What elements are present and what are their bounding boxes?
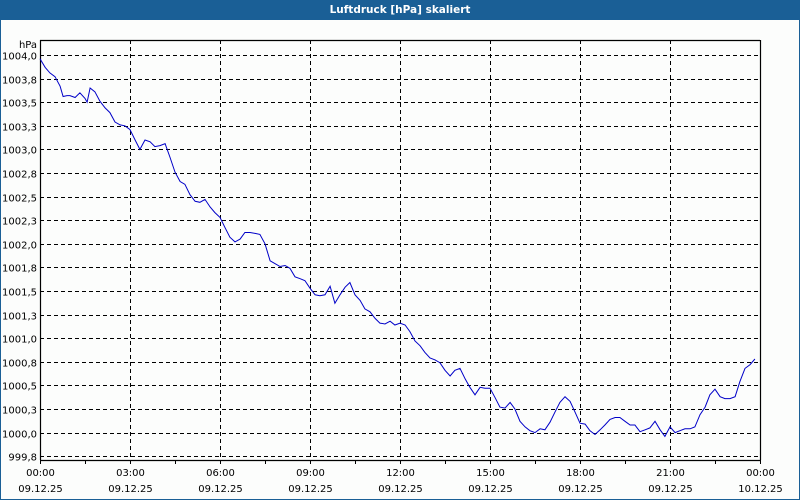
x-tick-time: 06:00 (206, 468, 235, 479)
y-tick-label: 1001,3 (2, 312, 37, 323)
x-tick-date: 09.12.25 (558, 484, 603, 495)
y-tick-label: 1003,8 (2, 76, 37, 87)
x-tick-date: 09.12.25 (198, 484, 243, 495)
y-tick-label: 1000,8 (2, 359, 37, 370)
y-tick-label: 1002,0 (2, 241, 37, 252)
y-unit-label: hPa (19, 40, 37, 51)
y-tick-label: 999,8 (8, 453, 37, 464)
x-tick-time: 03:00 (116, 468, 145, 479)
x-tick-date: 09.12.25 (378, 484, 423, 495)
y-tick-label: 1002,8 (2, 170, 37, 181)
y-tick-label: 1000,3 (2, 406, 37, 417)
x-tick-time: 00:00 (26, 468, 55, 479)
x-tick-date: 09.12.25 (468, 484, 513, 495)
x-tick-date: 09.12.25 (288, 484, 333, 495)
x-tick-date: 09.12.25 (18, 484, 63, 495)
y-tick-label: 1000,0 (2, 430, 37, 441)
x-tick-time: 15:00 (476, 468, 505, 479)
window-title: Luftdruck [hPa] skaliert (0, 0, 800, 20)
x-tick-date: 09.12.25 (648, 484, 693, 495)
y-tick-label: 1003,3 (2, 123, 37, 134)
y-tick-label: 1002,3 (2, 217, 37, 228)
y-tick-label: 1003,0 (2, 146, 37, 157)
y-tick-label: 1002,5 (2, 194, 37, 205)
y-axis-labels: 1004,0 1003,8 1003,5 1003,3 1003,0 1002,8 1002… (2, 40, 37, 464)
x-tick-time: 09:00 (296, 468, 325, 479)
y-tick-label: 1000,5 (2, 382, 37, 393)
y-tick-label: 1003,5 (2, 99, 37, 110)
x-tick-time: 00:00 (746, 468, 775, 479)
y-tick-label: 1001,5 (2, 288, 37, 299)
x-tick-date: 09.12.25 (108, 484, 153, 495)
axes (39, 39, 762, 464)
y-tick-label: 1001,0 (2, 335, 37, 346)
y-tick-label: 1001,8 (2, 264, 37, 275)
x-tick-date: 10.12.25 (738, 484, 783, 495)
grid-lines (40, 40, 760, 460)
x-tick-time: 21:00 (656, 468, 685, 479)
y-tick-label: 1004,0 (2, 52, 37, 63)
x-tick-time: 18:00 (566, 468, 595, 479)
x-axis-labels: 00:00 09.12.25 03:00 09.12.25 06:00 09.12.25 0… (18, 468, 783, 495)
pressure-line (39, 58, 756, 438)
x-tick-time: 12:00 (386, 468, 415, 479)
